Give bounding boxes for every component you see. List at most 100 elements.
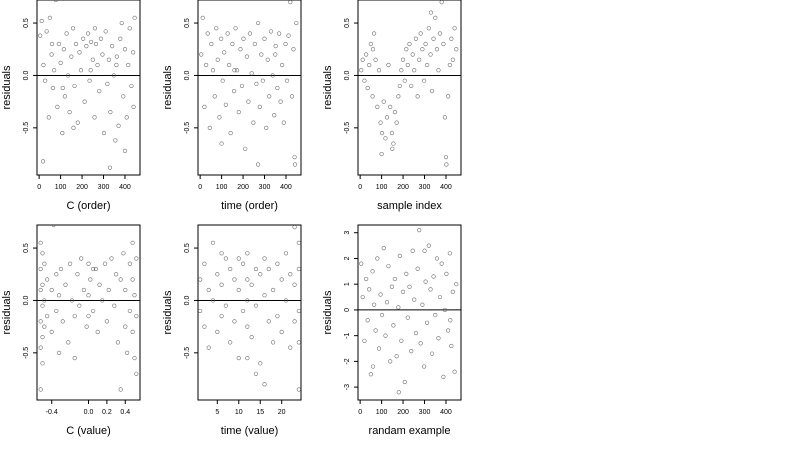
data-point bbox=[81, 287, 87, 293]
data-point bbox=[266, 319, 271, 324]
data-point bbox=[271, 287, 276, 293]
data-point bbox=[404, 47, 409, 52]
data-point bbox=[240, 261, 246, 266]
data-point bbox=[381, 99, 386, 104]
y-tick-label: 3 bbox=[344, 231, 351, 235]
data-point bbox=[72, 355, 77, 361]
data-point bbox=[370, 364, 376, 369]
x-tick-label: 300 bbox=[98, 184, 110, 191]
data-point bbox=[428, 10, 434, 15]
x-tick-label: 0 bbox=[358, 409, 362, 416]
y-tick-label: 2 bbox=[344, 256, 351, 260]
data-point bbox=[405, 62, 410, 68]
data-point bbox=[132, 355, 137, 361]
x-tick-label: 300 bbox=[259, 184, 271, 191]
x-tick-label: 200 bbox=[397, 409, 409, 416]
data-point bbox=[283, 298, 289, 303]
data-point bbox=[392, 276, 398, 282]
x-tick-label: 200 bbox=[237, 184, 249, 191]
data-point bbox=[93, 266, 98, 272]
y-tick-label: -0.5 bbox=[184, 347, 191, 359]
data-point bbox=[54, 272, 59, 277]
data-point bbox=[359, 261, 364, 266]
data-point bbox=[230, 41, 235, 47]
plot-frame bbox=[197, 224, 302, 401]
data-point bbox=[383, 136, 388, 141]
data-point bbox=[220, 78, 225, 83]
data-point bbox=[292, 162, 298, 167]
data-point bbox=[81, 36, 86, 41]
data-point bbox=[97, 89, 102, 94]
data-point bbox=[116, 123, 121, 128]
data-point bbox=[444, 271, 449, 276]
data-point bbox=[292, 155, 297, 160]
data-point bbox=[264, 125, 269, 130]
data-point bbox=[447, 251, 452, 256]
data-point bbox=[289, 94, 295, 99]
data-point bbox=[370, 94, 375, 99]
data-point bbox=[109, 256, 114, 261]
data-point bbox=[422, 248, 427, 253]
plot-frame bbox=[36, 224, 141, 401]
y-tick-label: -2 bbox=[344, 358, 351, 364]
data-point bbox=[219, 36, 224, 41]
data-point bbox=[98, 36, 104, 41]
data-point bbox=[371, 31, 377, 36]
y-tick-label: 0.0 bbox=[23, 295, 30, 305]
data-point bbox=[255, 20, 261, 26]
data-point bbox=[286, 33, 291, 38]
data-point bbox=[388, 359, 393, 364]
data-point bbox=[362, 78, 367, 83]
data-point bbox=[439, 261, 444, 266]
data-point bbox=[415, 266, 420, 271]
data-point bbox=[38, 345, 43, 350]
data-point bbox=[270, 73, 275, 78]
data-point bbox=[418, 341, 423, 346]
points-group bbox=[359, 0, 459, 167]
data-point bbox=[95, 62, 100, 68]
data-point bbox=[90, 57, 95, 62]
data-point bbox=[71, 125, 76, 130]
data-point bbox=[292, 319, 297, 324]
data-point bbox=[424, 320, 430, 325]
data-point bbox=[49, 41, 55, 47]
data-point bbox=[441, 41, 446, 47]
points-group bbox=[198, 225, 301, 392]
y-tick-label: 0.5 bbox=[23, 243, 30, 253]
data-point bbox=[219, 141, 224, 146]
data-point bbox=[368, 41, 373, 47]
data-point bbox=[288, 0, 293, 5]
data-point bbox=[90, 266, 96, 272]
data-point bbox=[215, 329, 220, 334]
data-point bbox=[134, 314, 139, 319]
data-point bbox=[362, 338, 367, 343]
data-point bbox=[134, 256, 139, 261]
data-point bbox=[100, 298, 105, 303]
y-axis-title: residuals bbox=[1, 65, 13, 110]
data-point bbox=[127, 261, 132, 266]
data-point bbox=[215, 57, 220, 62]
data-point bbox=[426, 26, 431, 31]
data-point bbox=[279, 329, 284, 334]
x-tick-label: 400 bbox=[440, 184, 452, 191]
x-tick-label: 100 bbox=[376, 184, 388, 191]
x-tick-label: 400 bbox=[440, 409, 452, 416]
data-point bbox=[279, 277, 284, 282]
data-point bbox=[134, 371, 139, 376]
data-point bbox=[130, 277, 135, 282]
data-point bbox=[257, 104, 262, 109]
data-point bbox=[409, 83, 414, 89]
data-point bbox=[93, 41, 99, 47]
data-point bbox=[78, 68, 84, 73]
plot-frame bbox=[357, 224, 462, 401]
data-point bbox=[386, 62, 391, 68]
data-point bbox=[86, 293, 91, 298]
x-tick-label: 300 bbox=[419, 184, 431, 191]
x-tick-label: 10 bbox=[235, 409, 243, 416]
data-point bbox=[207, 125, 212, 130]
data-point bbox=[233, 26, 238, 31]
data-point bbox=[254, 81, 259, 86]
data-point bbox=[40, 159, 46, 164]
data-point bbox=[45, 277, 50, 282]
data-point bbox=[262, 293, 267, 298]
